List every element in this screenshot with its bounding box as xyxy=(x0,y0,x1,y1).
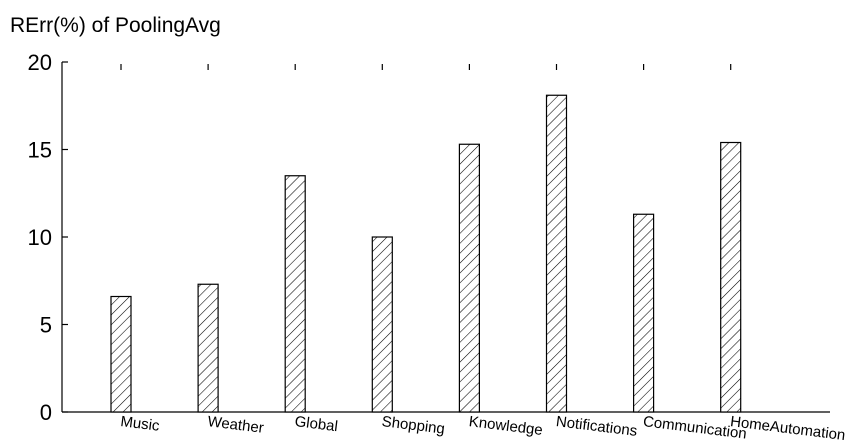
y-tick-label: 20 xyxy=(28,50,52,75)
axes xyxy=(61,62,830,413)
bar-shopping xyxy=(371,236,393,413)
x-tick-label: Notifications xyxy=(555,413,638,440)
bar-notifications xyxy=(545,94,568,413)
bar-global xyxy=(284,175,306,413)
bar-homeautomation xyxy=(720,141,742,413)
bars xyxy=(110,94,742,413)
x-tick-label: HomeAutomation xyxy=(729,413,846,444)
bar-communication xyxy=(632,213,655,413)
x-tick-label: Knowledge xyxy=(468,413,544,439)
bar-music xyxy=(110,295,132,413)
y-tick-label: 15 xyxy=(28,138,52,163)
chart-title: RErr(%) of PoolingAvg xyxy=(10,14,221,37)
x-tick-label: Music xyxy=(120,413,161,435)
bar-knowledge xyxy=(458,143,480,413)
bar-weather xyxy=(197,283,219,413)
y-tick-label: 0 xyxy=(40,400,52,425)
y-tick-label: 10 xyxy=(28,225,52,250)
x-tick-label: Weather xyxy=(207,413,265,437)
y-axis-ticks: 0 5 10 15 20 xyxy=(28,50,68,425)
x-tick-label: Shopping xyxy=(381,413,446,438)
y-tick-label: 5 xyxy=(40,313,52,338)
x-tick-label: Global xyxy=(294,413,339,435)
